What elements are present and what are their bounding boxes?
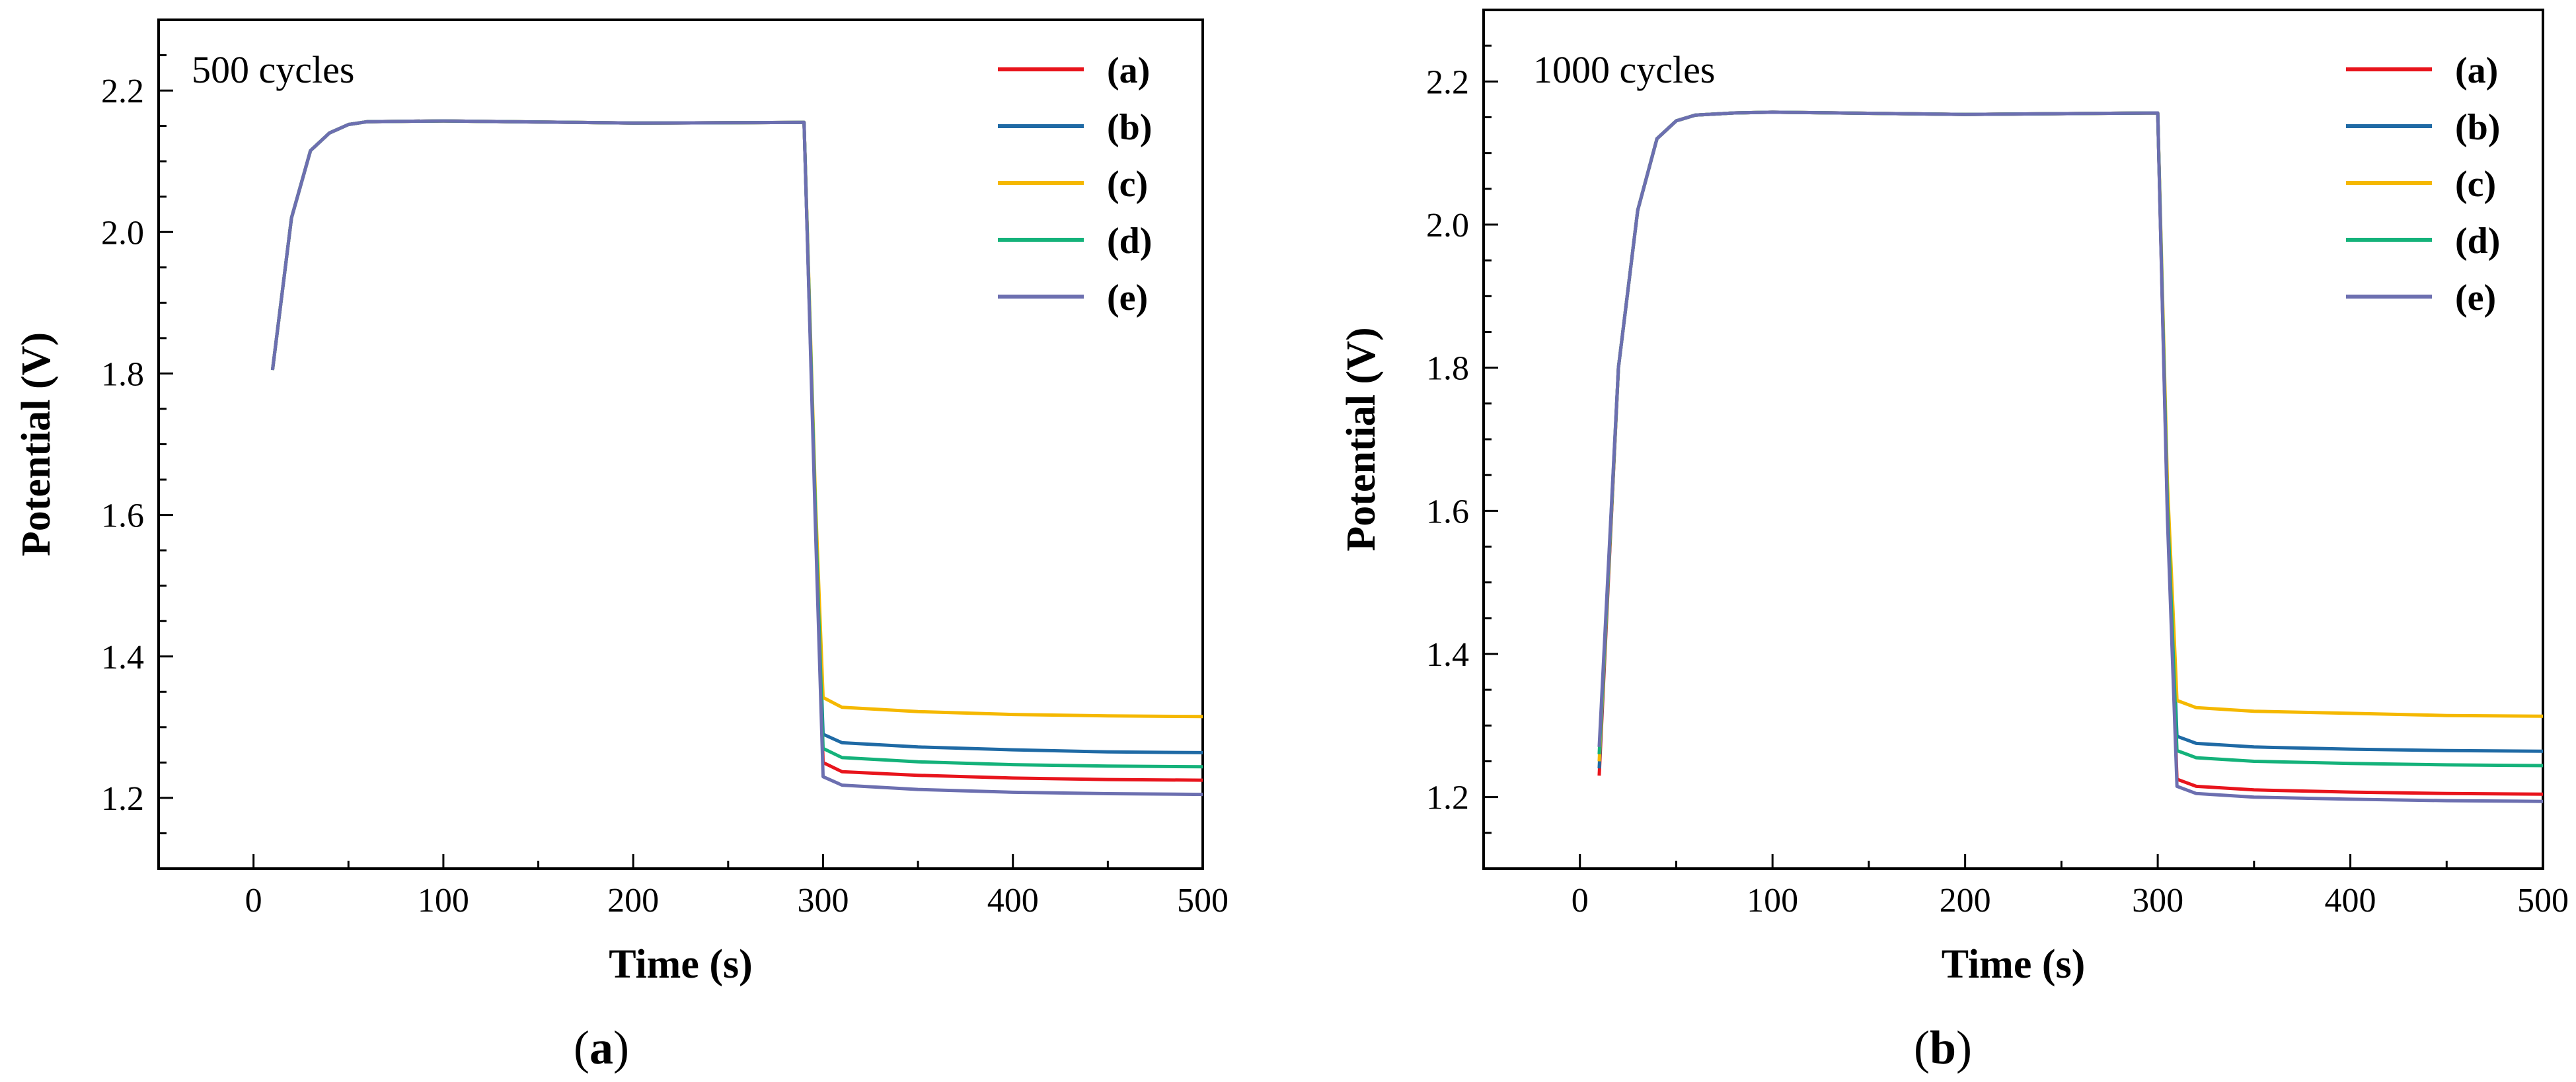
legend-label-c: (c) [1107,164,1148,205]
panel-label: (b) [1914,1021,1972,1074]
legend-label-e: (e) [2455,277,2496,318]
y-tick-label: 2.0 [101,214,144,252]
y-axis-title: Potential (V) [14,332,59,556]
x-tick-label: 300 [797,882,849,920]
series-line-d [1597,110,2544,768]
x-tick-label: 100 [1747,882,1798,920]
chart-panel-a: 0 100 200 300 400 500 1.2 1.4 1.6 1.8 2.0 2.2 Time (… [14,18,1229,1074]
panel-letter: b [1930,1021,1956,1074]
legend-label-a: (a) [2455,50,2498,91]
x-tick-label: 200 [1940,882,1991,920]
cycles-annotation: 500 cycles [192,48,354,91]
x-tick-label: 400 [987,882,1039,920]
legend-label-b: (b) [2455,107,2500,148]
series-line-a [270,119,1203,782]
series-line-a [1597,110,2544,796]
y-axis-title: Potential (V) [1339,327,1384,551]
x-tick-label: 0 [1572,882,1589,920]
series-line-b [270,119,1203,754]
x-tick-label: 400 [2325,882,2376,920]
series-line-d [270,119,1203,769]
series-line-e [1597,110,2544,803]
legend-label-a: (a) [1107,50,1150,91]
x-tick-label: 100 [418,882,469,920]
x-axis-title: Time (s) [609,942,753,987]
x-tick-label: 300 [2132,882,2183,920]
y-tick-label: 2.2 [1426,63,1469,101]
series-line-b [1597,110,2544,769]
x-axis-title: Time (s) [1942,942,2086,987]
x-tick-label: 0 [245,882,262,920]
chart-panel-b: 0 100 200 300 400 500 1.2 1.4 1.6 1.8 2.0 2.2 Time (… [1339,9,2569,1074]
y-tick-label: 1.8 [101,355,144,393]
y-tick-label: 1.4 [1426,636,1469,674]
legend-label-d: (d) [2455,221,2500,262]
legend-label-e: (e) [1107,277,1148,318]
legend-label-b: (b) [1107,107,1152,148]
y-tick-label: 1.8 [1426,350,1469,388]
x-tick-label: 200 [607,882,659,920]
y-tick-label: 2.2 [101,73,144,110]
series-line-c [270,119,1203,719]
x-tick-label: 500 [2517,882,2569,920]
y-tick-label: 1.6 [1426,493,1469,530]
y-tick-label: 1.2 [1426,779,1469,817]
series-line-e [270,119,1203,797]
y-tick-label: 1.2 [101,780,144,818]
y-tick-label: 2.0 [1426,207,1469,244]
plot-frame [1482,9,2544,870]
series-line-c [1597,110,2544,762]
panel-letter: a [589,1021,613,1074]
y-tick-label: 1.6 [101,497,144,535]
legend-label-d: (d) [1107,221,1152,262]
x-tick-label: 500 [1177,882,1229,920]
panel-label: (a) [574,1021,629,1074]
y-tick-label: 1.4 [101,639,144,676]
legend-label-c: (c) [2455,164,2496,205]
cycles-annotation: 1000 cycles [1533,48,1715,91]
